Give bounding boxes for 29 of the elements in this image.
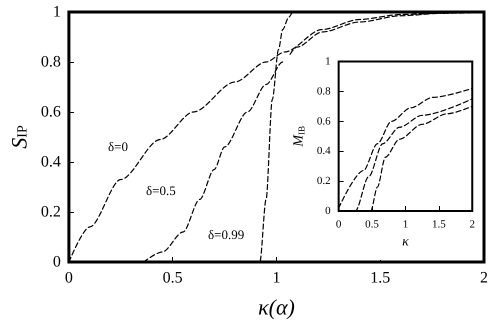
y-tick-label: 0.4: [40, 154, 61, 170]
x-axis-title: κ: [402, 234, 410, 250]
x-tick-label: 2: [480, 270, 488, 286]
y-axis-title: SIP: [6, 125, 32, 149]
x-tick-label: 0.5: [365, 218, 380, 230]
y-axis-title: MIB: [292, 126, 306, 148]
y-tick-label: 1: [325, 56, 331, 68]
annotation: δ=0.99: [208, 227, 244, 242]
y-tick-label: 0.4: [316, 145, 332, 158]
y-tick-label: 0.6: [316, 115, 332, 128]
x-tick-label: 1: [272, 270, 280, 286]
y-tick-label: 0.8: [40, 54, 61, 70]
x-tick-label: 0: [64, 270, 73, 286]
x-tick-label: 1.5: [432, 218, 446, 230]
y-tick-label: 0: [52, 254, 61, 270]
x-axis-title: κ(α): [258, 294, 295, 320]
x-tick-label: 2: [470, 218, 475, 230]
y-tick-label: 0.2: [316, 175, 331, 188]
y-tick-label: 1: [52, 4, 61, 20]
x-tick-label: 1.5: [370, 270, 390, 286]
annotation: δ=0: [108, 139, 128, 154]
x-tick-label: 1: [402, 218, 408, 230]
y-tick-label: 0.6: [40, 104, 61, 120]
y-tick-label: 0.8: [316, 85, 332, 98]
x-tick-label: 0.5: [162, 270, 183, 286]
x-tick-label: 0: [336, 218, 342, 230]
y-tick-label: 0.2: [40, 204, 61, 220]
annotation: δ=0.5: [146, 183, 176, 198]
y-tick-label: 0: [325, 205, 332, 217]
